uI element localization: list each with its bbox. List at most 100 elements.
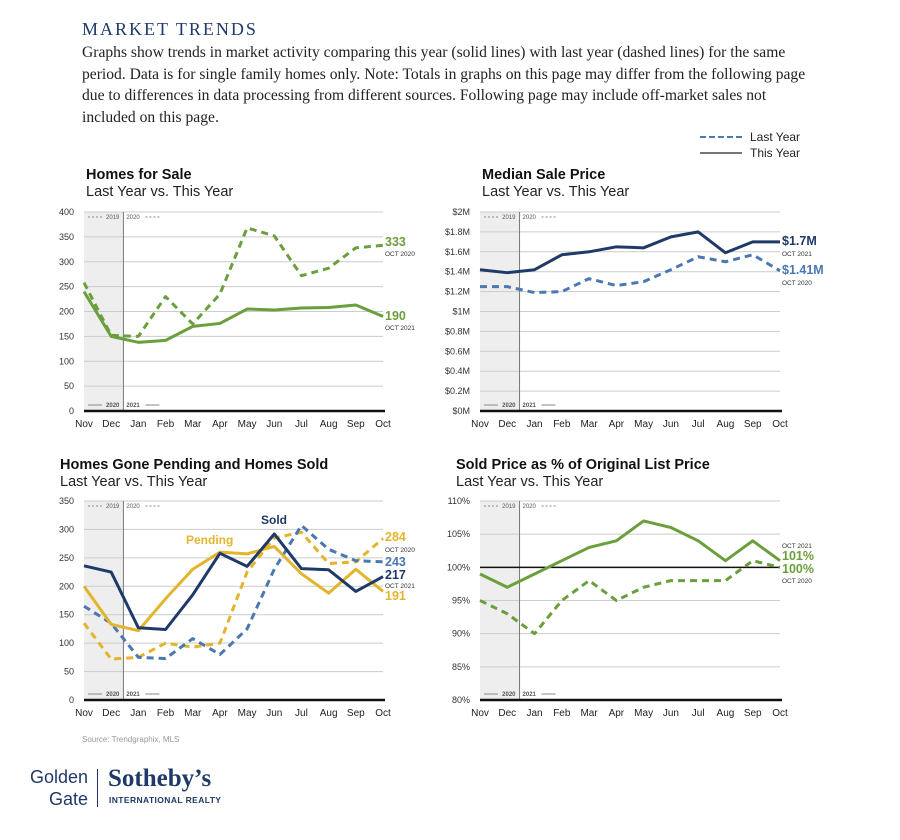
chart-title: Median Sale Price [482,167,606,183]
y-tick-label: 200 [59,307,74,317]
x-tick-label: Oct [772,708,788,719]
x-tick-label: Mar [184,419,202,430]
chart-title: Homes for Sale [86,167,192,183]
x-tick-label: Nov [75,419,93,430]
end-date-label: OCT 2021 [782,251,812,258]
x-tick-label: Dec [102,708,120,719]
end-value-label: 101% [782,549,814,563]
page-title: MARKET TRENDS [82,19,258,39]
y-tick-label: 85% [452,662,470,672]
this-year-series-line [479,230,780,275]
y-tick-label: $1M [452,307,470,317]
y-tick-label: $0.2M [445,386,470,396]
logo-text: Golden [29,767,88,787]
source-note: Source: Trendgraphix, MLS [82,735,180,744]
y-tick-label: 200 [59,581,74,591]
x-tick-label: May [238,708,257,719]
x-tick-label: Jun [266,708,282,719]
y-tick-label: 250 [59,553,74,563]
x-tick-label: Mar [580,419,598,430]
y-tick-label: $0M [452,406,470,416]
inner-legend-label: 2020 [126,215,140,221]
logo-text: Gate [48,789,88,809]
last-year-series-line [480,253,781,295]
y-tick-label: 110% [448,496,470,506]
y-tick-label: 90% [452,629,470,639]
y-tick-label: $1.4M [445,267,470,277]
end-value-label: 190 [385,309,406,323]
legend-last-year: Last Year [700,129,800,145]
end-value-label: 333 [385,235,406,249]
chart-subtitle: Last Year vs. This Year [482,184,630,200]
inner-legend-label: 2020 [502,692,516,698]
legend-this-year: This Year [700,145,800,161]
inner-legend-label: 2020 [126,504,140,510]
x-tick-label: Apr [609,419,625,430]
x-tick-label: Sep [347,708,365,719]
x-tick-label: Jul [295,708,308,719]
y-tick-label: 350 [59,232,74,242]
end-date-label: OCT 2020 [782,280,812,287]
x-tick-label: May [634,419,653,430]
end-value-label: 284 [385,530,406,544]
x-tick-label: Sep [744,708,762,719]
inner-legend-label: 2020 [502,403,516,409]
inner-legend-label: 2019 [502,504,516,510]
y-tick-label: 300 [59,524,74,534]
end-value-label: 191 [385,589,406,603]
chart-subtitle: Last Year vs. This Year [86,184,234,200]
x-tick-label: Feb [553,708,571,719]
y-tick-label: $1.2M [445,287,470,297]
x-tick-label: Dec [498,708,516,719]
inner-legend-label: 2021 [523,692,537,698]
y-tick-label: $0.8M [445,326,470,336]
y-tick-label: 50 [64,667,74,677]
last-year-series-line [82,226,384,338]
logo-sothebys: Sotheby’s [108,765,212,792]
x-tick-label: Feb [553,419,571,430]
prior-year-shade [84,501,124,700]
end-value-label: 100% [782,562,814,576]
inner-legend-label: 2020 [106,403,120,409]
x-tick-label: Jun [266,419,282,430]
inner-legend-label: 2021 [126,403,140,409]
x-tick-label: Apr [212,419,228,430]
x-tick-label: Jan [526,708,542,719]
x-tick-label: Jul [692,419,705,430]
x-tick-label: Nov [471,419,489,430]
x-tick-label: Jun [663,419,679,430]
x-tick-label: Jan [526,419,542,430]
legend-label: This Year [750,146,801,160]
y-tick-label: 0 [69,406,74,416]
y-tick-label: 350 [59,496,74,506]
x-tick-label: Dec [498,419,516,430]
end-date-label: OCT 2020 [385,547,415,554]
x-tick-label: Apr [609,708,625,719]
x-tick-label: Jan [130,419,146,430]
last-year-series-line [82,530,384,661]
chart-title: Homes Gone Pending and Homes Sold [60,457,329,473]
chart-title: Sold Price as % of Original List Price [456,457,710,473]
x-tick-label: Feb [157,708,175,719]
end-date-label: OCT 2021 [385,583,415,590]
this-year-series-line [479,519,781,589]
chart-subtitle: Last Year vs. This Year [456,474,604,490]
inner-legend-label: 2019 [106,504,120,510]
end-value-label: $1.41M [782,263,824,277]
y-tick-label: 80% [452,695,470,705]
y-tick-label: $0.6M [445,346,470,356]
y-tick-label: 250 [59,282,74,292]
last-year-series-line [479,559,781,636]
end-date-label: OCT 2020 [385,251,415,258]
x-tick-label: Aug [717,419,735,430]
y-tick-label: 400 [59,207,74,217]
y-tick-label: 0 [69,695,74,705]
x-tick-label: Mar [184,708,202,719]
end-date-label: OCT 2021 [782,543,812,550]
solid-line-swatch [700,152,742,154]
y-tick-label: 95% [452,596,470,606]
legend-label: Last Year [750,130,801,144]
x-tick-label: Feb [157,419,175,430]
end-date-label: OCT 2020 [782,578,812,585]
x-tick-label: Aug [320,708,338,719]
